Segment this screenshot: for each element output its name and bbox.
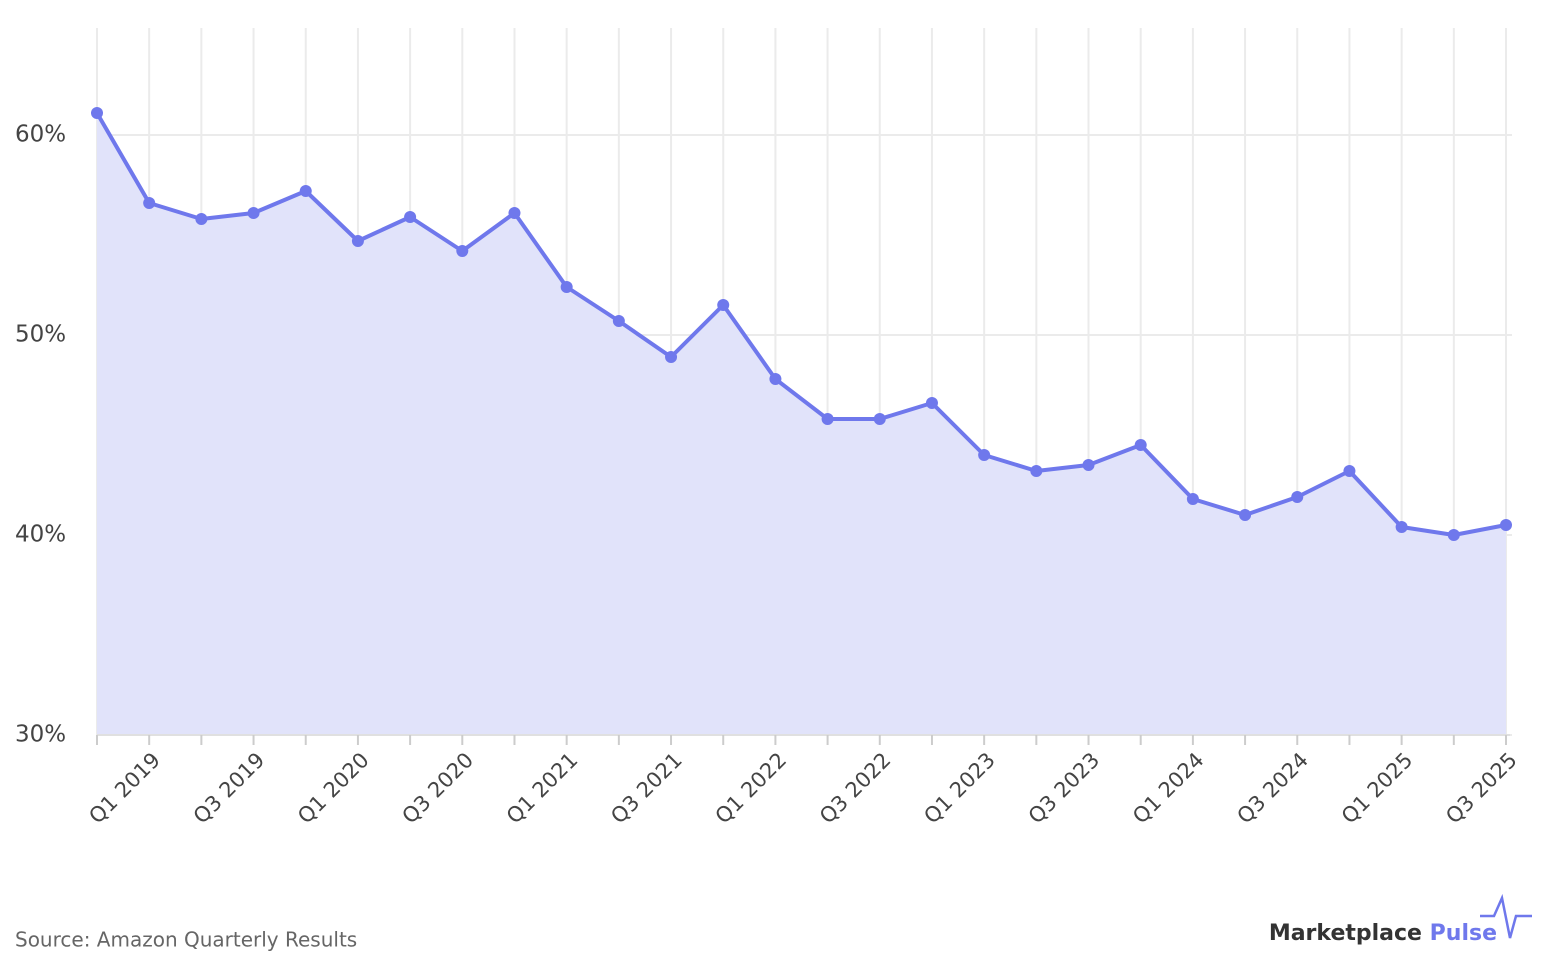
brand-accent: Pulse	[1430, 921, 1497, 946]
point	[1343, 465, 1356, 477]
x-tick-label: Q3 2023	[1024, 748, 1105, 829]
point	[1082, 459, 1095, 471]
point	[351, 235, 364, 247]
point	[1030, 465, 1043, 477]
point	[978, 449, 991, 461]
x-tick-label: Q3 2021	[606, 748, 687, 829]
x-tick-label: Q3 2019	[189, 748, 270, 829]
point	[91, 107, 103, 119]
point	[508, 207, 521, 219]
x-tick-label: Q3 2020	[397, 748, 478, 829]
point	[404, 211, 417, 223]
point	[560, 281, 573, 293]
x-tick-label: Q1 2021	[502, 748, 583, 829]
y-tick-label: 50%	[15, 322, 66, 348]
point	[769, 373, 782, 385]
point	[1239, 509, 1252, 521]
point	[1186, 493, 1199, 505]
point	[1500, 519, 1512, 531]
point	[1447, 529, 1460, 541]
point	[195, 213, 208, 225]
point	[612, 315, 625, 327]
x-tick-label: Q1 2019	[84, 748, 165, 829]
x-tick-label: Q1 2023	[919, 748, 1000, 829]
x-tick-label: Q1 2022	[711, 748, 792, 829]
source: Source: Amazon Quarterly Results	[15, 928, 357, 952]
x-tick-label: Q3 2022	[815, 748, 896, 829]
x-tick-label: Q1 2025	[1337, 748, 1418, 829]
brand-name: Marketplace	[1269, 921, 1422, 946]
point	[925, 397, 938, 409]
point	[1395, 521, 1408, 533]
point	[1134, 439, 1147, 451]
point	[247, 207, 260, 219]
x-tick-label: Q1 2024	[1128, 748, 1209, 829]
point	[665, 351, 678, 363]
x-tick-label: Q1 2020	[293, 748, 374, 829]
y-tick-label: 60%	[15, 122, 66, 148]
brand-icon	[1480, 893, 1532, 939]
x-tick-label: Q3 2025	[1441, 748, 1522, 829]
point	[873, 413, 886, 425]
point	[143, 197, 156, 209]
point	[1291, 491, 1304, 503]
point	[821, 413, 834, 425]
line	[95, 111, 1507, 537]
y-tick-label: 40%	[15, 522, 66, 548]
point	[717, 299, 730, 311]
point	[299, 185, 312, 197]
area	[97, 113, 1506, 735]
y-tick-label: 30%	[15, 722, 66, 748]
brand: Marketplace Pulse	[1269, 921, 1497, 946]
point	[456, 245, 469, 257]
x-tick-label: Q3 2024	[1232, 748, 1313, 829]
